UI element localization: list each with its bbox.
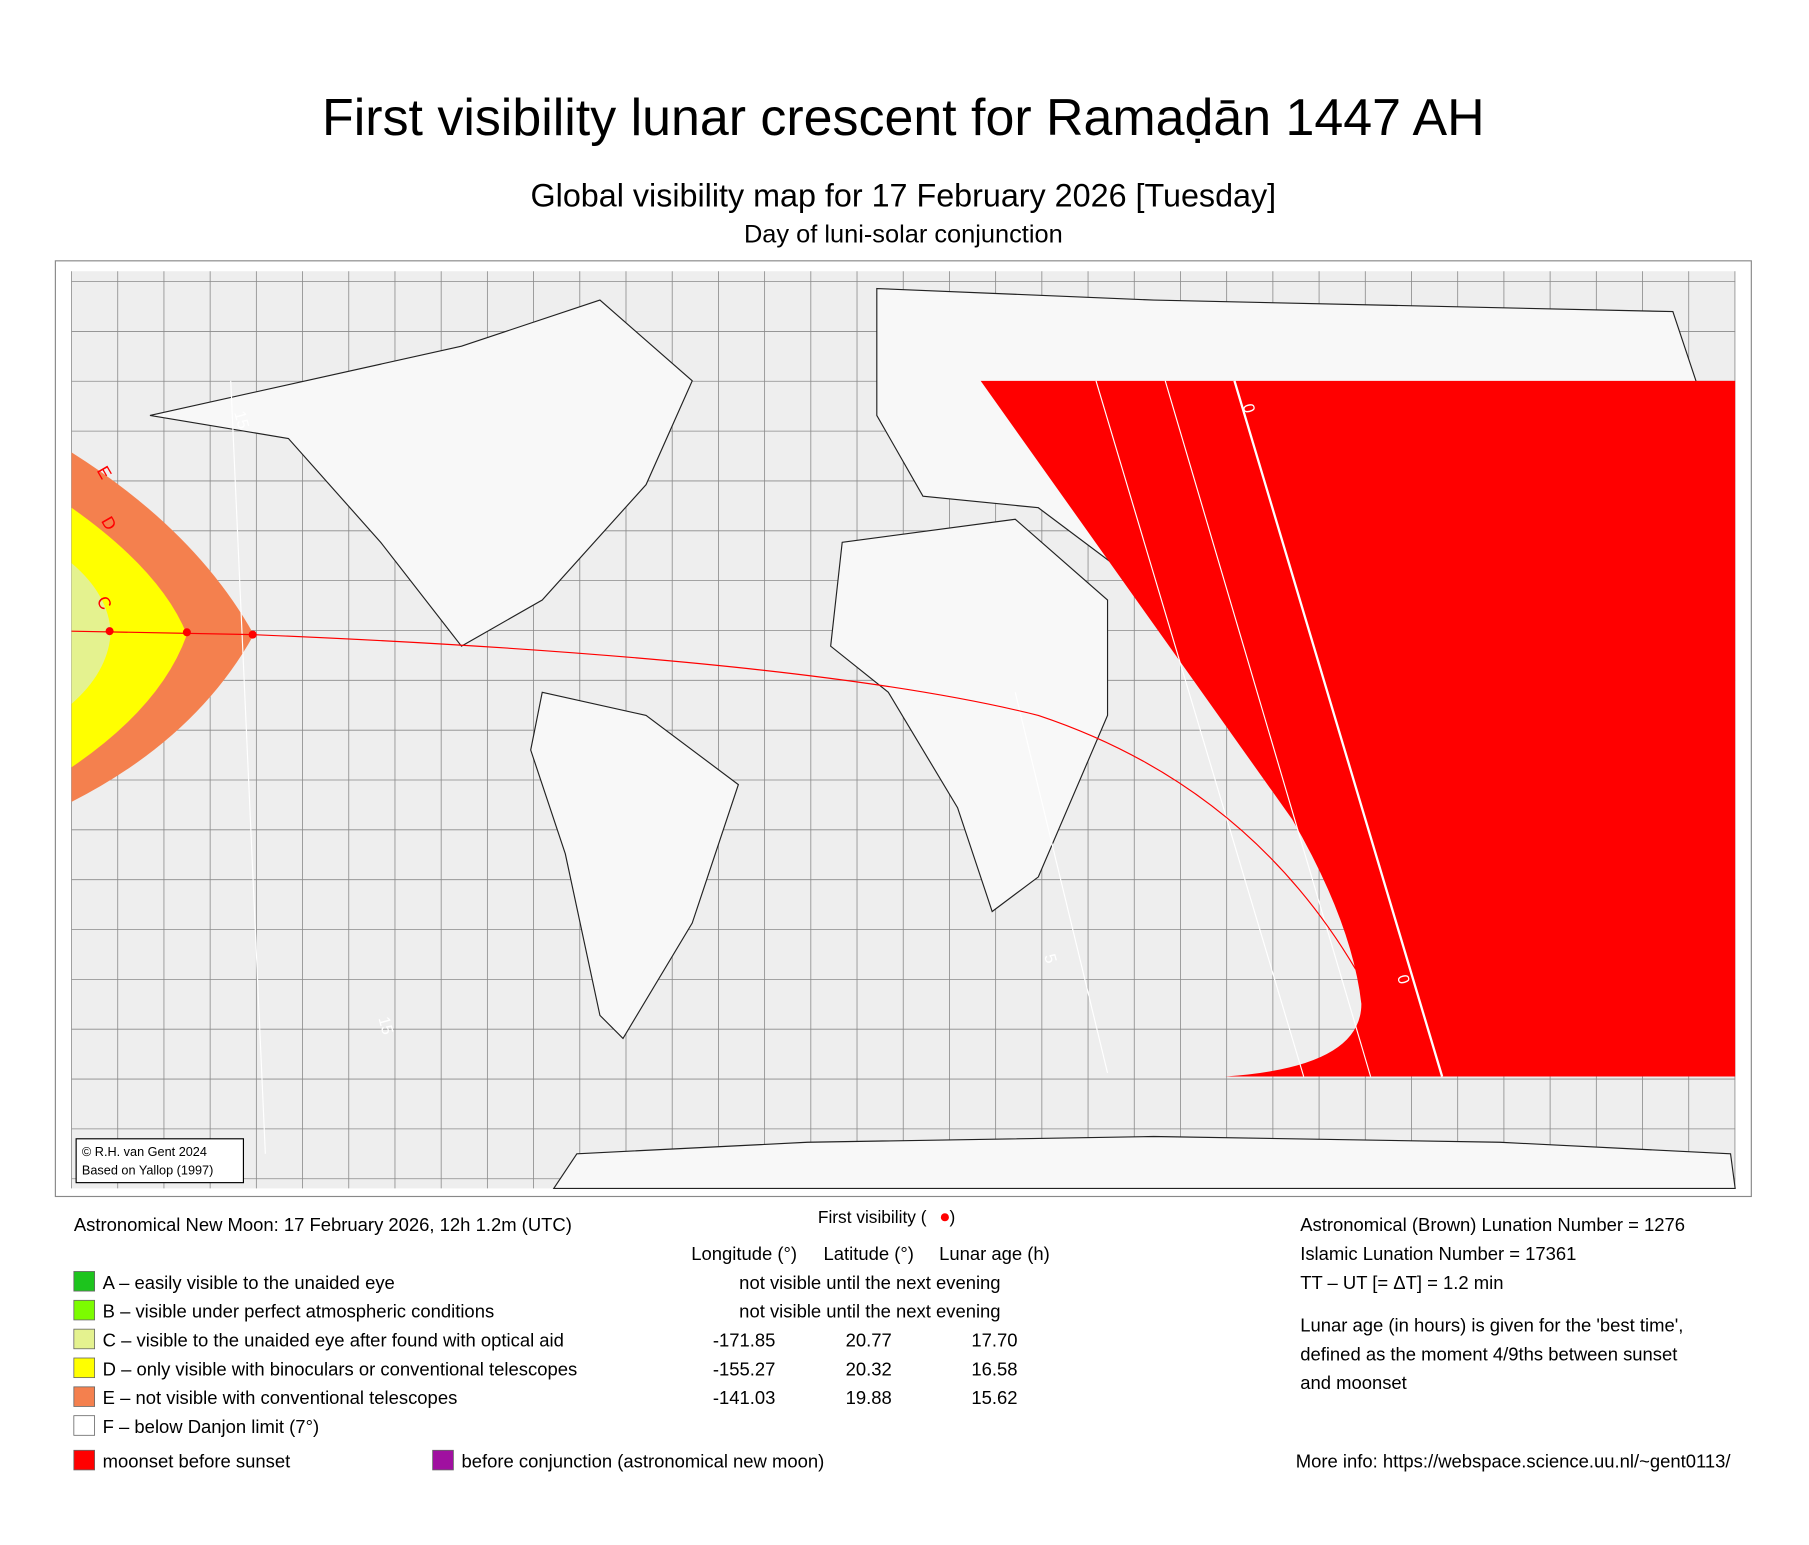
contour xyxy=(1233,380,1444,1077)
contour xyxy=(230,380,266,1154)
column-header: Longitude (°) xyxy=(691,1243,797,1264)
moonset-before-sunset xyxy=(980,380,1736,1077)
land-outline xyxy=(530,691,740,1040)
first-visibility-point xyxy=(248,630,257,639)
legend-swatch xyxy=(73,1449,96,1471)
zone-c xyxy=(71,563,111,704)
info-line: Islamic Lunation Number = 17361 xyxy=(1300,1243,1576,1264)
credit: Based on Yallop (1997) xyxy=(82,1164,213,1178)
info-line: TT – UT [= ΔT] = 1.2 min xyxy=(1300,1272,1503,1293)
land-outline xyxy=(552,1135,1736,1189)
column-header: Lunar age (h) xyxy=(939,1243,1050,1264)
legend-swatch xyxy=(73,1386,96,1407)
info-line: Astronomical (Brown) Lunation Number = 1… xyxy=(1300,1214,1685,1235)
land-outline xyxy=(149,299,693,647)
legend-label: D – only visible with binoculars or conv… xyxy=(103,1358,578,1379)
table-cell: 20.77 xyxy=(846,1329,892,1350)
legend-label: before conjunction (astronomical new moo… xyxy=(461,1451,824,1472)
subtitle: Global visibility map for 17 February 20… xyxy=(531,178,1277,214)
table-cell: not visible until the next evening xyxy=(739,1301,1000,1322)
table-cell: 20.32 xyxy=(846,1358,892,1379)
title: First visibility lunar crescent for Rama… xyxy=(322,89,1485,147)
legend-swatch xyxy=(73,1299,96,1321)
land-outline xyxy=(830,518,1109,913)
note: Day of luni-solar conjunction xyxy=(744,220,1063,248)
title-start: First visibility ( xyxy=(818,1207,927,1227)
legend-label: F – below Danjon limit (7°) xyxy=(103,1416,319,1437)
legend-swatch xyxy=(73,1415,96,1436)
contour xyxy=(1095,380,1305,1077)
legend-label: E – not visible with conventional telesc… xyxy=(103,1387,458,1408)
contour xyxy=(1164,380,1372,1077)
legend-label: B – visible under perfect atmospheric co… xyxy=(103,1301,495,1322)
first-visibility-point xyxy=(182,628,191,637)
legend-label: C – visible to the unaided eye after fou… xyxy=(103,1329,564,1350)
table-cell: -141.03 xyxy=(713,1387,776,1408)
legend-swatch xyxy=(73,1271,96,1292)
table-cell: 16.58 xyxy=(971,1358,1017,1379)
more-info: More info: https://webspace.science.uu.n… xyxy=(1296,1451,1732,1472)
info-note: and moonset xyxy=(1300,1372,1407,1393)
zone-d xyxy=(71,507,187,768)
legend-label: A – easily visible to the unaided eye xyxy=(103,1272,395,1293)
info-note: Lunar age (in hours) is given for the 'b… xyxy=(1300,1314,1683,1335)
new-moon: Astronomical New Moon: 17 February 2026,… xyxy=(74,1214,572,1235)
table-cell: 19.88 xyxy=(846,1387,892,1408)
table-cell: 15.62 xyxy=(971,1387,1017,1408)
contour-label: 15 xyxy=(375,1015,397,1037)
table-cell: 17.70 xyxy=(971,1329,1017,1350)
table-cell: not visible until the next evening xyxy=(739,1272,1000,1293)
column-header: Latitude (°) xyxy=(824,1243,914,1264)
first-visibility-symbol xyxy=(940,1213,949,1222)
legend-swatch xyxy=(73,1357,96,1379)
first-visibility-point xyxy=(105,627,114,636)
legend-swatch xyxy=(73,1328,96,1350)
first-visibility-title: First visibility ( xyxy=(818,1207,927,1227)
credit: © R.H. van Gent 2024 xyxy=(82,1145,207,1159)
best-time-track xyxy=(71,630,1357,970)
legend-swatch xyxy=(432,1449,454,1471)
credit-box xyxy=(75,1138,245,1184)
contour xyxy=(1014,692,1109,1074)
legend-label: moonset before sunset xyxy=(103,1451,291,1472)
first-visibility-title-end: ) xyxy=(949,1207,955,1227)
table-cell: -155.27 xyxy=(713,1358,776,1379)
table-cell: -171.85 xyxy=(713,1329,776,1350)
contour-label: 15 xyxy=(230,409,252,431)
info-note: defined as the moment 4/9ths between sun… xyxy=(1300,1343,1677,1364)
